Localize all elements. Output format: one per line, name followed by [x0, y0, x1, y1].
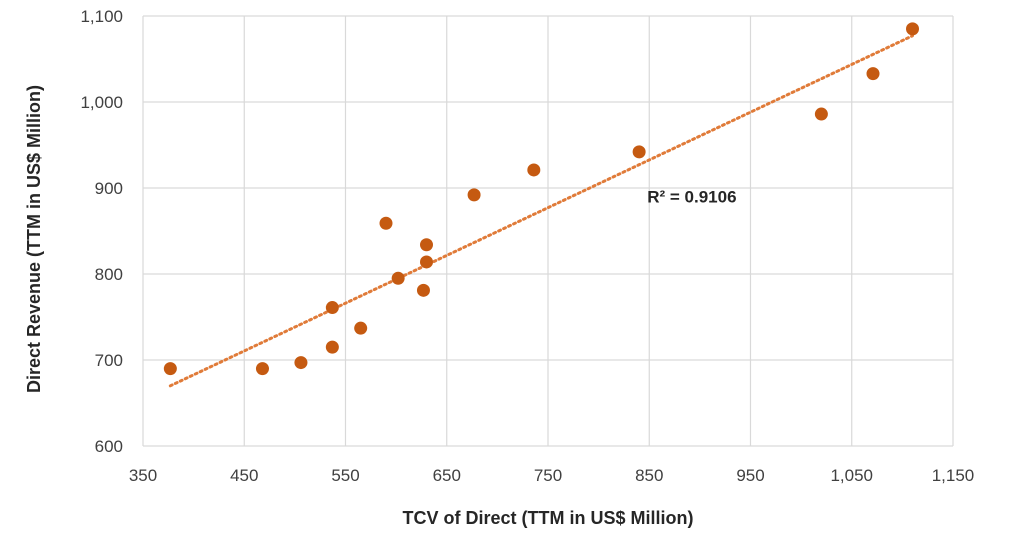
x-tick-label: 450	[230, 466, 258, 485]
x-axis-ticks: 350 450 550 650 750 850 950 1,050 1,150	[129, 466, 974, 485]
data-point	[163, 362, 177, 376]
y-tick-label: 1,000	[80, 93, 123, 112]
data-point	[632, 145, 646, 159]
y-tick-label: 800	[95, 265, 123, 284]
trendline-group	[168, 34, 914, 388]
x-tick-label: 750	[534, 466, 562, 485]
data-point	[420, 255, 433, 269]
data-point	[906, 22, 919, 36]
y-axis-ticks: 600 700 800 900 1,000 1,100	[80, 7, 123, 456]
data-points	[163, 22, 919, 376]
data-point	[255, 362, 269, 376]
data-point	[527, 163, 541, 177]
gridlines	[142, 15, 954, 447]
x-tick-label: 850	[635, 466, 663, 485]
data-point	[420, 238, 433, 252]
data-point	[325, 301, 339, 315]
x-tick-label: 350	[129, 466, 157, 485]
y-tick-label: 600	[95, 437, 123, 456]
data-point	[866, 67, 880, 81]
x-tick-label: 950	[736, 466, 764, 485]
trendline	[168, 34, 914, 388]
x-tick-label: 650	[433, 466, 461, 485]
y-axis-title: Direct Revenue (TTM in US$ Million)	[24, 85, 44, 393]
data-point	[354, 321, 368, 335]
x-tick-label: 1,050	[830, 466, 873, 485]
y-tick-label: 700	[95, 351, 123, 370]
data-point	[325, 340, 339, 354]
data-point	[379, 216, 393, 230]
y-tick-label: 900	[95, 179, 123, 198]
data-point	[294, 356, 308, 370]
data-point	[814, 107, 828, 121]
x-axis-title: TCV of Direct (TTM in US$ Million)	[403, 508, 694, 528]
y-tick-label: 1,100	[80, 7, 123, 26]
data-point	[416, 283, 430, 297]
x-tick-label: 1,150	[932, 466, 975, 485]
data-point	[467, 188, 481, 202]
x-tick-label: 550	[331, 466, 359, 485]
data-point	[391, 271, 405, 285]
r-squared-annotation: R² = 0.9106	[647, 188, 736, 207]
